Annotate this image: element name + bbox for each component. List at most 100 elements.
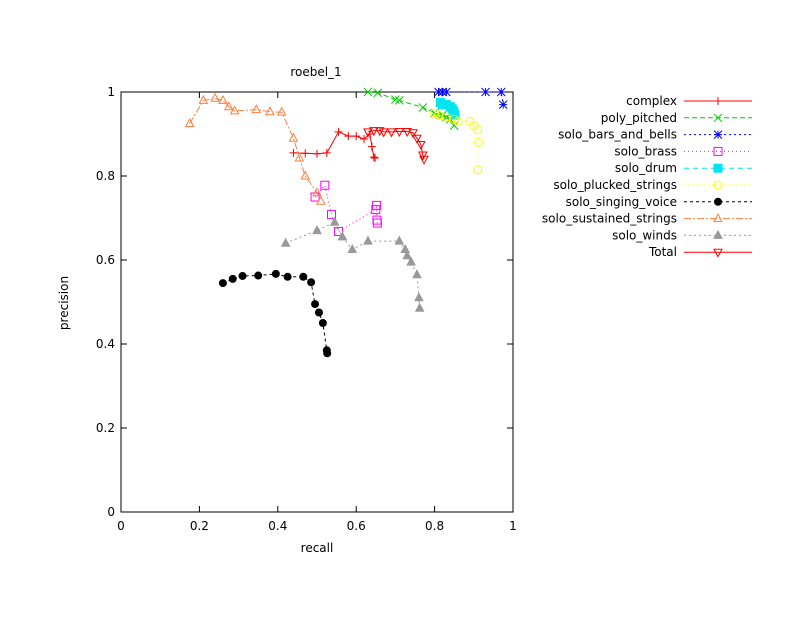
legend-marker [714, 197, 722, 206]
legend-marker [713, 248, 723, 258]
x-axis-label: recall [301, 541, 334, 555]
data-point [254, 271, 263, 280]
legend-label: solo_winds [612, 228, 677, 242]
series-solo-plucked-strings [430, 108, 484, 175]
data-point [229, 105, 240, 115]
data-point [372, 218, 382, 228]
y-tick-label: 0.6 [96, 253, 115, 267]
data-point [352, 132, 361, 141]
series-line [314, 184, 378, 233]
data-point [288, 132, 299, 142]
data-point [453, 116, 463, 126]
data-point [369, 127, 379, 137]
chart-title: roebel_1 [290, 65, 341, 79]
data-point [301, 149, 310, 158]
data-point [307, 278, 316, 287]
legend-label: poly_pitched [601, 111, 677, 125]
series-line [189, 97, 322, 202]
legend-label: complex [626, 94, 677, 108]
data-point [294, 152, 305, 162]
data-point [408, 129, 418, 139]
data-point [394, 235, 405, 245]
data-point [360, 135, 369, 144]
legend-entry: solo_brass [614, 144, 752, 158]
series-solo-winds [280, 216, 425, 312]
series-solo-bars-and-bells [434, 87, 508, 109]
data-point [251, 104, 262, 114]
series-solo-brass [310, 180, 382, 236]
data-point [300, 170, 311, 180]
legend-label: solo_bars_and_bells [558, 128, 677, 142]
y-tick-label: 1 [107, 85, 115, 99]
legend-marker [713, 113, 723, 123]
series-complex [289, 127, 380, 162]
data-point [481, 87, 490, 97]
legend-marker [714, 97, 722, 105]
data-point [416, 141, 426, 151]
data-point [210, 92, 220, 102]
legend-entry: solo_drum [615, 161, 752, 175]
data-point [329, 216, 340, 226]
data-point [311, 300, 320, 309]
data-point [327, 210, 337, 220]
data-point [402, 127, 412, 138]
data-point [265, 106, 275, 116]
data-point [238, 271, 247, 280]
x-tick-label: 0.2 [190, 519, 209, 533]
data-point [276, 106, 287, 116]
data-point [347, 243, 358, 253]
data-point [184, 117, 195, 127]
legend-marker [713, 229, 723, 239]
y-tick-label: 0 [107, 505, 115, 519]
data-point [313, 149, 321, 158]
data-point [473, 165, 483, 175]
data-point [363, 128, 373, 138]
data-point [473, 125, 483, 135]
legend-marker [713, 130, 723, 139]
x-axis: 0 0.2 0.4 0.6 0.8 1 [117, 92, 517, 533]
data-point [414, 302, 425, 312]
series-line [434, 112, 480, 170]
plot-frame [120, 91, 514, 513]
data-point [289, 148, 298, 157]
data-point [271, 269, 280, 278]
y-tick-label: 0.4 [96, 337, 115, 351]
legend-entry: Total [648, 245, 752, 259]
data-point [314, 308, 323, 317]
legend-entry: solo_plucked_strings [553, 178, 752, 192]
data-point [363, 235, 373, 245]
legend-entry: solo_winds [612, 228, 752, 242]
legend-marker [713, 146, 723, 156]
y-axis: 0 0.2 0.4 0.6 0.8 1 [96, 85, 513, 519]
x-tick-label: 0.6 [347, 519, 366, 533]
series-solo-sustained-strings [184, 92, 326, 205]
y-tick-label: 0.8 [96, 169, 115, 183]
data-point [323, 349, 332, 358]
data-point [334, 226, 344, 236]
data-point [498, 100, 508, 109]
x-tick-label: 0.8 [425, 519, 444, 533]
legend-entry: complex [626, 94, 752, 108]
data-point [386, 128, 397, 138]
data-point [322, 148, 331, 157]
legend-label: Total [648, 245, 677, 259]
data-point [367, 142, 376, 151]
data-point [363, 87, 373, 97]
legend-entry: solo_sustained_strings [542, 212, 752, 226]
legend-label: solo_singing_voice [566, 195, 677, 209]
data-point [337, 231, 348, 241]
data-point [474, 137, 484, 147]
legend-entry: poly_pitched [601, 111, 752, 125]
data-point [414, 292, 424, 302]
series-line [367, 91, 455, 126]
legend-marker [713, 163, 723, 173]
y-tick-label: 0.2 [96, 421, 115, 435]
data-point [418, 103, 428, 112]
data-point [218, 94, 228, 104]
data-point [218, 279, 227, 288]
legend-label: solo_plucked_strings [553, 178, 677, 192]
data-point [394, 96, 404, 105]
y-axis-label: precision [57, 276, 71, 330]
